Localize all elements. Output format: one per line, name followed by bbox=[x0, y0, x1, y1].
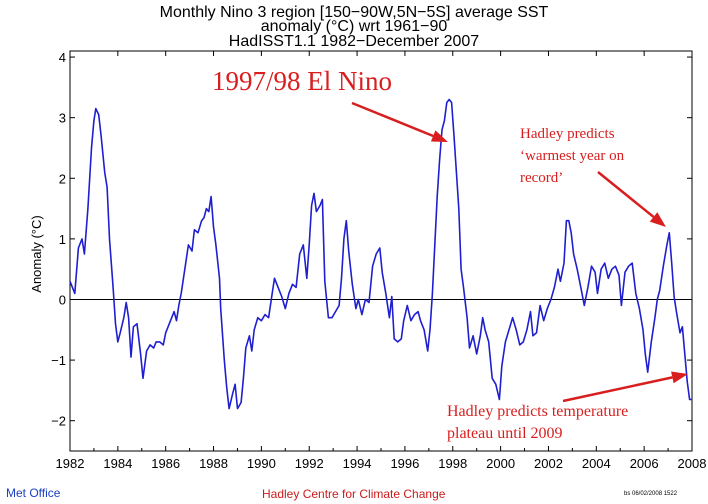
x-tick-label: 1982 bbox=[56, 456, 85, 471]
chart-title: Monthly Nino 3 region [150−90W,5N−5S] av… bbox=[160, 4, 549, 50]
annotation-warmest-1: Hadley predicts bbox=[520, 126, 615, 142]
title-line-1: Monthly Nino 3 region [150−90W,5N−5S] av… bbox=[160, 4, 549, 21]
y-tick-label: −2 bbox=[51, 414, 66, 429]
title-line-2: anomaly (°C) wrt 1961−90 bbox=[261, 18, 448, 35]
x-tick-label: 1988 bbox=[199, 456, 228, 471]
y-axis: −2 −1 0 1 2 3 4 bbox=[51, 50, 692, 429]
y-tick-label: 4 bbox=[59, 50, 66, 65]
annotation-plateau-1: Hadley predicts temperature bbox=[447, 403, 628, 420]
arrow-plateau bbox=[562, 371, 688, 403]
x-tick-label: 1986 bbox=[151, 456, 180, 471]
x-tick-label: 2002 bbox=[534, 456, 563, 471]
annotations: 1997/98 El Nino Hadley predicts ‘warmest… bbox=[212, 66, 688, 442]
y-tick-label: −1 bbox=[51, 353, 66, 368]
x-tick-label: 1994 bbox=[343, 456, 372, 471]
x-tick-label: 1996 bbox=[390, 456, 419, 471]
y-tick-label: 0 bbox=[59, 292, 66, 307]
timestamp-label: bs 06/02/2008 1522 bbox=[624, 491, 678, 497]
y-tick-label: 2 bbox=[59, 171, 66, 186]
annotation-warmest-2: ‘warmest year on bbox=[520, 148, 625, 164]
plot-frame bbox=[69, 50, 693, 452]
sst-anomaly-line bbox=[69, 98, 692, 410]
annotation-arrows bbox=[351, 101, 688, 403]
y-tick-label: 3 bbox=[59, 111, 66, 126]
title-line-3: HadISST1.1 1982−December 2007 bbox=[229, 33, 479, 50]
x-tick-label: 2006 bbox=[630, 456, 659, 471]
arrow-el-nino bbox=[351, 101, 448, 142]
arrow-warmest-year bbox=[597, 171, 666, 227]
x-tick-label: 1998 bbox=[438, 456, 467, 471]
x-tick-label: 1990 bbox=[247, 456, 276, 471]
x-tick-label: 2004 bbox=[582, 456, 611, 471]
x-tick-label: 2000 bbox=[486, 456, 515, 471]
annotation-plateau-2: plateau until 2009 bbox=[447, 425, 563, 442]
annotation-el-nino: 1997/98 El Nino bbox=[212, 66, 392, 96]
x-tick-label: 1992 bbox=[295, 456, 324, 471]
x-tick-label: 1984 bbox=[103, 456, 132, 471]
y-tick-label: 1 bbox=[59, 232, 66, 247]
annotation-warmest-3: record’ bbox=[520, 170, 563, 186]
x-tick-label: 2008 bbox=[678, 456, 707, 471]
x-axis: 1982 1984 1986 1988 1990 1992 1994 1996 1998 2000… bbox=[56, 51, 707, 471]
y-axis-label: Anomaly (°C) bbox=[29, 215, 44, 292]
met-office-label: Met Office bbox=[6, 486, 61, 500]
hadley-centre-label: Hadley Centre for Climate Change bbox=[262, 487, 446, 501]
